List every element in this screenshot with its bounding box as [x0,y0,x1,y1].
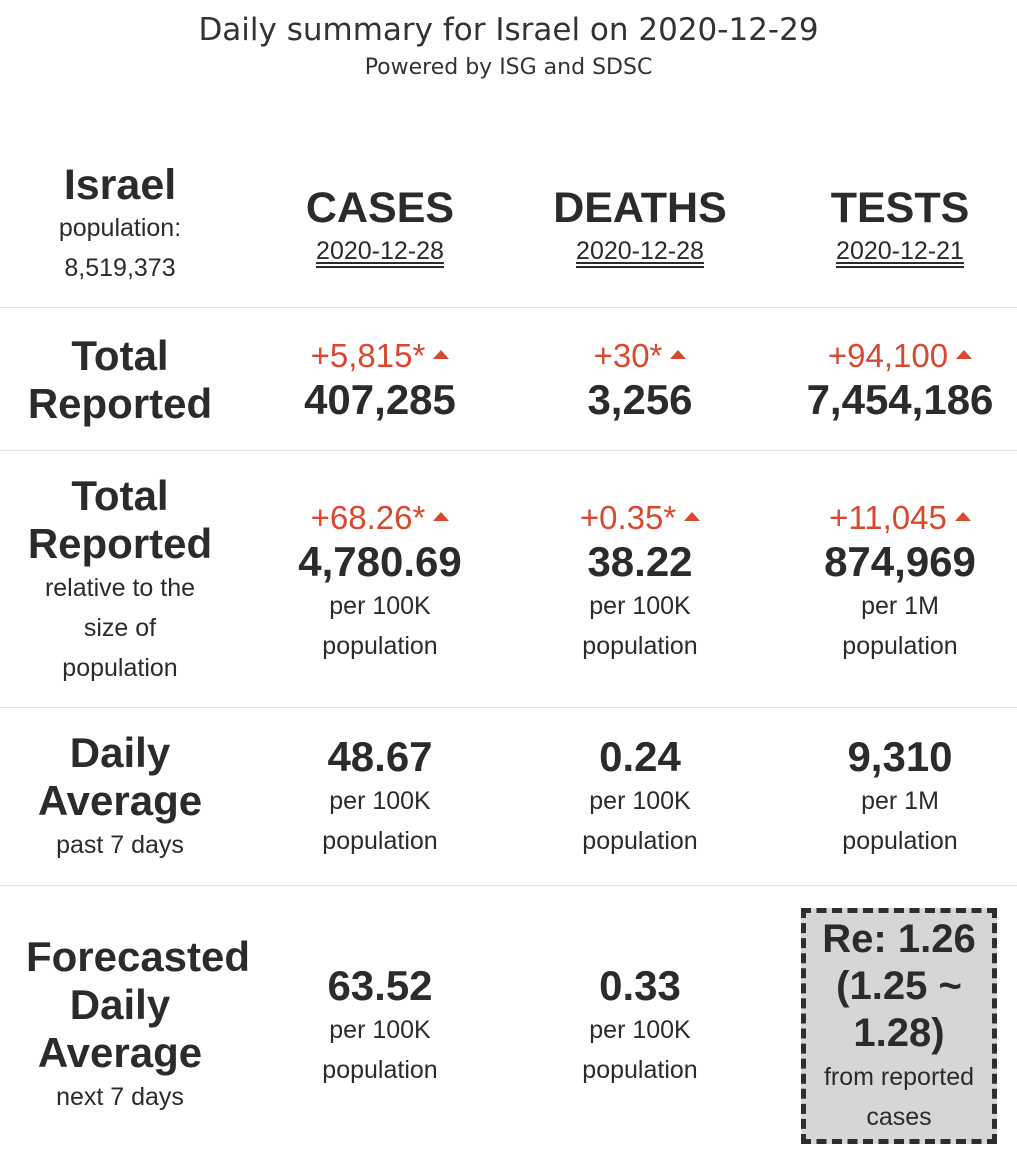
relative-value: 874,969 [824,538,976,585]
total-value: 7,454,186 [806,376,994,423]
unit-label: population [582,827,698,855]
delta-value: +0.35* [580,498,701,538]
re-interval: (1.25 ~ [836,963,962,1008]
unit-label: per 1M [861,592,939,620]
column-date-link[interactable]: 2020-12-28 [576,237,704,265]
delta-value: +5,815* [311,336,450,376]
column-name: CASES [305,184,455,232]
page-title: Daily summary for Israel on 2020-12-29 [198,12,819,48]
delta-value: +94,100 [828,336,973,376]
column-date-link[interactable]: 2020-12-21 [836,237,964,265]
unit-label: per 100K [329,592,431,620]
forecast-value: 0.33 [599,962,681,1009]
row-sublabel: relative to the [44,574,196,602]
row-label-line: Average [37,1029,203,1076]
row-sublabel: size of [83,614,157,642]
row-label-forecast: Forecasted Daily Average next 7 days [0,932,276,1118]
column-header-cases: CASES 2020-12-28 [250,175,510,275]
delta-value: +68.26* [311,498,450,538]
unit-label: per 1M [861,787,939,815]
triangle-up-icon [670,349,687,359]
total-value: 3,256 [587,376,693,423]
row-label-relative: Total Reported relative to the size of p… [0,470,240,690]
row-divider [0,450,1017,451]
row-label-line: Reported [27,520,213,567]
average-value: 48.67 [327,733,433,780]
region-name: Israel [63,161,177,209]
row-label-line: Daily [69,729,171,776]
relative-cases-cell: +68.26* 4,780.69 per 100K population [250,493,510,671]
re-source: cases [866,1102,932,1131]
page-subtitle: Powered by ISG and SDSC [364,55,653,80]
unit-label: population [582,1056,698,1084]
unit-label: per 100K [589,1016,691,1044]
total-value: 407,285 [304,376,456,423]
forecast-value: 63.52 [327,962,433,1009]
relative-value: 38.22 [587,538,693,585]
average-value: 9,310 [847,733,953,780]
triangle-up-icon [956,349,973,359]
unit-label: per 100K [589,592,691,620]
unit-label: population [322,827,438,855]
re-value: Re: 1.26 [822,916,976,961]
unit-label: population [322,632,438,660]
triangle-up-icon [954,511,971,521]
unit-label: per 100K [329,787,431,815]
column-header-deaths: DEATHS 2020-12-28 [510,175,770,275]
unit-label: population [842,632,958,660]
region-info: Israel population: 8,519,373 [0,155,240,295]
row-sublabel: past 7 days [56,831,184,859]
row-label-total-reported: Total Reported [0,325,240,435]
total-cases-cell: +5,815* 407,285 [250,330,510,430]
row-sublabel: next 7 days [56,1083,184,1111]
re-source: from reported [823,1062,975,1091]
re-interval: 1.28) [853,1010,945,1055]
unit-label: per 100K [589,787,691,815]
forecast-deaths-cell: 0.33 per 100K population [510,962,770,1090]
avg-tests-cell: 9,310 per 1M population [770,733,1017,861]
relative-value: 4,780.69 [298,538,462,585]
row-label-line: Daily [69,981,171,1028]
triangle-up-icon [684,511,701,521]
avg-cases-cell: 48.67 per 100K population [250,733,510,861]
avg-deaths-cell: 0.24 per 100K population [510,733,770,861]
unit-label: population [322,1056,438,1084]
unit-label: per 100K [329,1016,431,1044]
row-sublabel: population [62,654,178,682]
column-header-tests: TESTS 2020-12-21 [770,175,1017,275]
row-label-line: Total [71,472,169,519]
row-label-daily-average: Daily Average past 7 days [0,728,240,866]
relative-deaths-cell: +0.35* 38.22 per 100K population [510,493,770,671]
triangle-up-icon [433,349,450,359]
unit-label: population [582,632,698,660]
population-label: population: [58,214,182,242]
delta-value: +11,045 [829,498,971,538]
triangle-up-icon [433,511,450,521]
row-divider [0,885,1017,886]
row-label-line: Reported [27,380,213,427]
column-name: DEATHS [553,184,727,232]
row-label-line: Average [37,777,203,824]
average-value: 0.24 [599,733,681,780]
row-label-line: Forecasted [25,933,251,980]
unit-label: population [842,827,958,855]
population-value: 8,519,373 [64,254,176,282]
column-date-link[interactable]: 2020-12-28 [316,237,444,265]
forecast-cases-cell: 63.52 per 100K population [250,962,510,1090]
row-label-line: Total [71,332,169,379]
total-tests-cell: +94,100 7,454,186 [770,330,1017,430]
relative-tests-cell: +11,045 874,969 per 1M population [770,493,1017,671]
delta-value: +30* [594,336,687,376]
total-deaths-cell: +30* 3,256 [510,330,770,430]
row-divider [0,307,1017,308]
row-divider [0,707,1017,708]
reproduction-number-box: Re: 1.26 (1.25 ~ 1.28) from reported cas… [801,908,997,1144]
column-name: TESTS [830,184,970,232]
